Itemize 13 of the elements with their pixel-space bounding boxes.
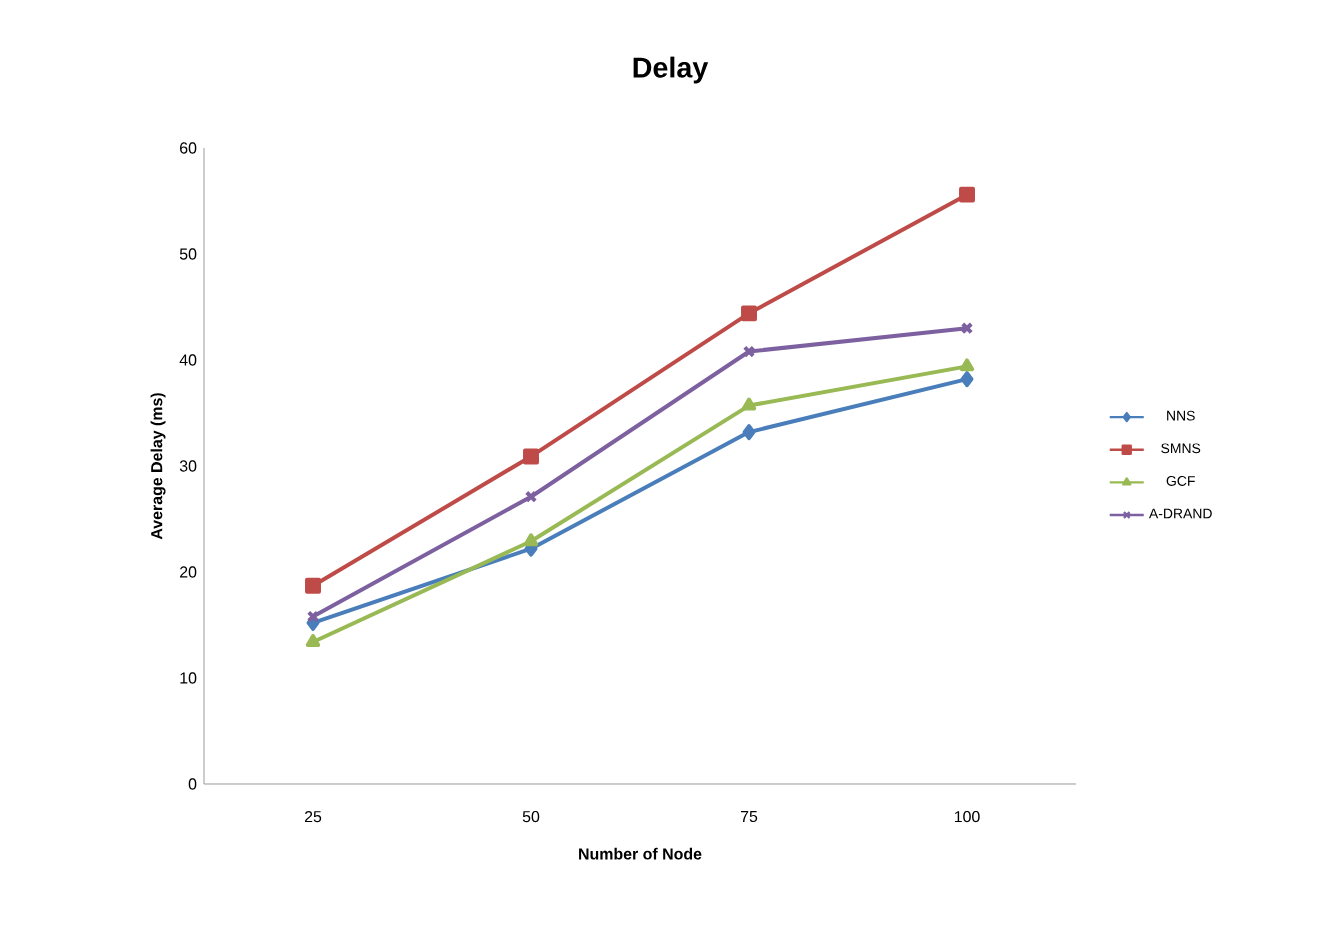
point xyxy=(741,397,757,411)
point xyxy=(741,305,757,322)
point xyxy=(523,533,539,547)
point xyxy=(523,448,539,465)
point xyxy=(959,358,975,372)
point xyxy=(959,186,975,203)
chart-title: Delay xyxy=(633,56,709,84)
point xyxy=(742,345,756,358)
point xyxy=(305,577,321,594)
point xyxy=(305,633,321,647)
point xyxy=(960,371,974,388)
point xyxy=(524,490,538,503)
point xyxy=(742,424,756,441)
